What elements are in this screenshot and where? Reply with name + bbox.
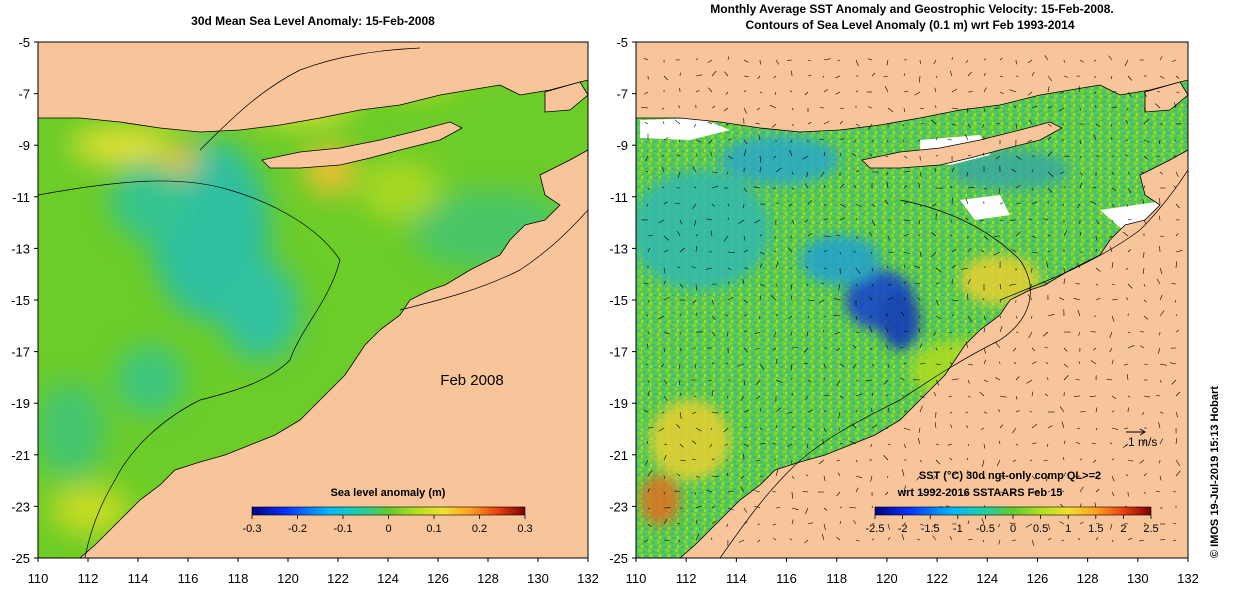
left-map xyxy=(35,42,588,558)
right-lon-tick-label: 126 xyxy=(1027,571,1049,586)
left-colorbar-tick-label: -0.3 xyxy=(243,523,262,535)
left-lat-tick-label: -23 xyxy=(11,499,30,514)
right-title-line1: Monthly Average SST Anomaly and Geostrop… xyxy=(710,2,1113,16)
left-colorbar-tick-label: -0.1 xyxy=(334,523,353,535)
right-lon-tick-label: 114 xyxy=(726,571,747,586)
left-lon-tick-label: 132 xyxy=(577,571,599,586)
left-colorbar-tick-label: 0.2 xyxy=(472,523,487,535)
right-lon-tick-label: 130 xyxy=(1127,571,1149,586)
right-lat-tick-label: -9 xyxy=(616,138,628,153)
right-lat-tick-label: -15 xyxy=(609,293,628,308)
left-lon-tick-label: 128 xyxy=(477,571,499,586)
right-lat-tick-label: -19 xyxy=(609,396,628,411)
left-colorbar-tick-label: 0.3 xyxy=(517,523,532,535)
right-lat-tick-label: -13 xyxy=(609,241,628,256)
left-lon-ticks: 110 112 114 116 118 120 122 124 126 128 130 132 xyxy=(28,558,599,586)
right-colorbar-tick-label: 2 xyxy=(1120,523,1126,535)
right-colorbar-tick-label: 0 xyxy=(1010,523,1016,535)
left-colorbar-tick-label: -0.2 xyxy=(288,523,307,535)
right-colorbar-tick-label: -2 xyxy=(898,523,908,535)
left-lon-tick-label: 116 xyxy=(178,571,199,586)
left-lat-tick-label: -25 xyxy=(11,551,30,566)
left-colorbar-tick-label: 0 xyxy=(385,523,391,535)
right-colorbar-tick-label: 2.5 xyxy=(1143,523,1158,535)
right-lat-ticks: -5 -7 -9 -11 -13 -15 -17 -19 -21 -23 -25 xyxy=(609,35,636,566)
left-lat-tick-label: -19 xyxy=(11,396,30,411)
credit-text: © IMOS 19-Jul-2019 15:13 Hobart xyxy=(1209,386,1221,558)
right-lat-tick-label: -21 xyxy=(609,448,628,463)
right-lon-tick-label: 116 xyxy=(776,571,797,586)
left-lon-tick-label: 130 xyxy=(527,571,549,586)
left-colorbar-title: Sea level anomaly (m) xyxy=(331,487,446,499)
right-lat-tick-label: -5 xyxy=(616,35,628,50)
right-lon-tick-label: 118 xyxy=(826,571,847,586)
left-lon-tick-label: 114 xyxy=(128,571,149,586)
right-lat-tick-label: -7 xyxy=(616,87,628,102)
left-lon-tick-label: 124 xyxy=(377,571,399,586)
right-colorbar xyxy=(875,507,1151,515)
right-colorbar-title-line1: SST (°C) 30d ngt-only comp QL>=2 xyxy=(919,470,1101,482)
left-lat-tick-label: -17 xyxy=(11,345,30,360)
right-colorbar-tick-label: 1 xyxy=(1065,523,1071,535)
right-lon-tick-label: 112 xyxy=(676,571,697,586)
right-colorbar-tick-label: -1.5 xyxy=(921,523,940,535)
left-lat-tick-label: -11 xyxy=(12,190,30,205)
right-lat-tick-label: -25 xyxy=(609,551,628,566)
velocity-scale-label: .1 m/s xyxy=(1125,435,1158,449)
left-lat-tick-label: -15 xyxy=(11,293,30,308)
right-colorbar-tick-label: -2.5 xyxy=(866,523,885,535)
left-title: 30d Mean Sea Level Anomaly: 15-Feb-2008 xyxy=(191,14,435,28)
right-map xyxy=(630,42,1188,558)
right-lon-tick-label: 124 xyxy=(976,571,998,586)
right-colorbar-tick-label: -1 xyxy=(953,523,963,535)
left-lat-tick-label: -5 xyxy=(18,35,30,50)
left-colorbar xyxy=(252,507,525,515)
right-lon-tick-label: 110 xyxy=(626,571,647,586)
right-colorbar-tick-label: -0.5 xyxy=(976,523,995,535)
left-lon-tick-label: 118 xyxy=(228,571,249,586)
right-lon-tick-label: 132 xyxy=(1177,571,1199,586)
right-lat-tick-label: -23 xyxy=(609,499,628,514)
left-lat-tick-label: -9 xyxy=(18,138,30,153)
right-lat-tick-label: -17 xyxy=(609,345,628,360)
right-lat-tick-label: -11 xyxy=(610,190,628,205)
right-lon-tick-label: 128 xyxy=(1077,571,1099,586)
right-colorbar-tick-label: 1.5 xyxy=(1088,523,1103,535)
left-lon-tick-label: 122 xyxy=(327,571,349,586)
left-lat-tick-label: -21 xyxy=(11,448,30,463)
left-lat-ticks: -5 -7 -9 -11 -13 -15 -17 -19 -21 -23 -25 xyxy=(11,35,38,566)
left-lon-tick-label: 112 xyxy=(78,571,99,586)
right-lon-tick-label: 122 xyxy=(926,571,948,586)
left-lat-tick-label: -7 xyxy=(18,87,30,102)
left-colorbar-tick-label: 0.1 xyxy=(426,523,441,535)
right-colorbar-tick-label: 0.5 xyxy=(1033,523,1048,535)
right-colorbar-title-line2: wrt 1992-2016 SSTAARS Feb 15 xyxy=(897,487,1063,499)
right-title-line2: Contours of Sea Level Anomaly (0.1 m) wr… xyxy=(746,18,1075,32)
left-month-label: Feb 2008 xyxy=(440,372,503,389)
left-lat-tick-label: -13 xyxy=(11,241,30,256)
right-lon-ticks: 110 112 114 116 118 120 122 124 126 128 130 132 xyxy=(626,558,1199,586)
right-lon-tick-label: 120 xyxy=(876,571,898,586)
left-lon-tick-label: 126 xyxy=(427,571,449,586)
left-lon-tick-label: 110 xyxy=(28,571,49,586)
left-lon-tick-label: 120 xyxy=(277,571,299,586)
